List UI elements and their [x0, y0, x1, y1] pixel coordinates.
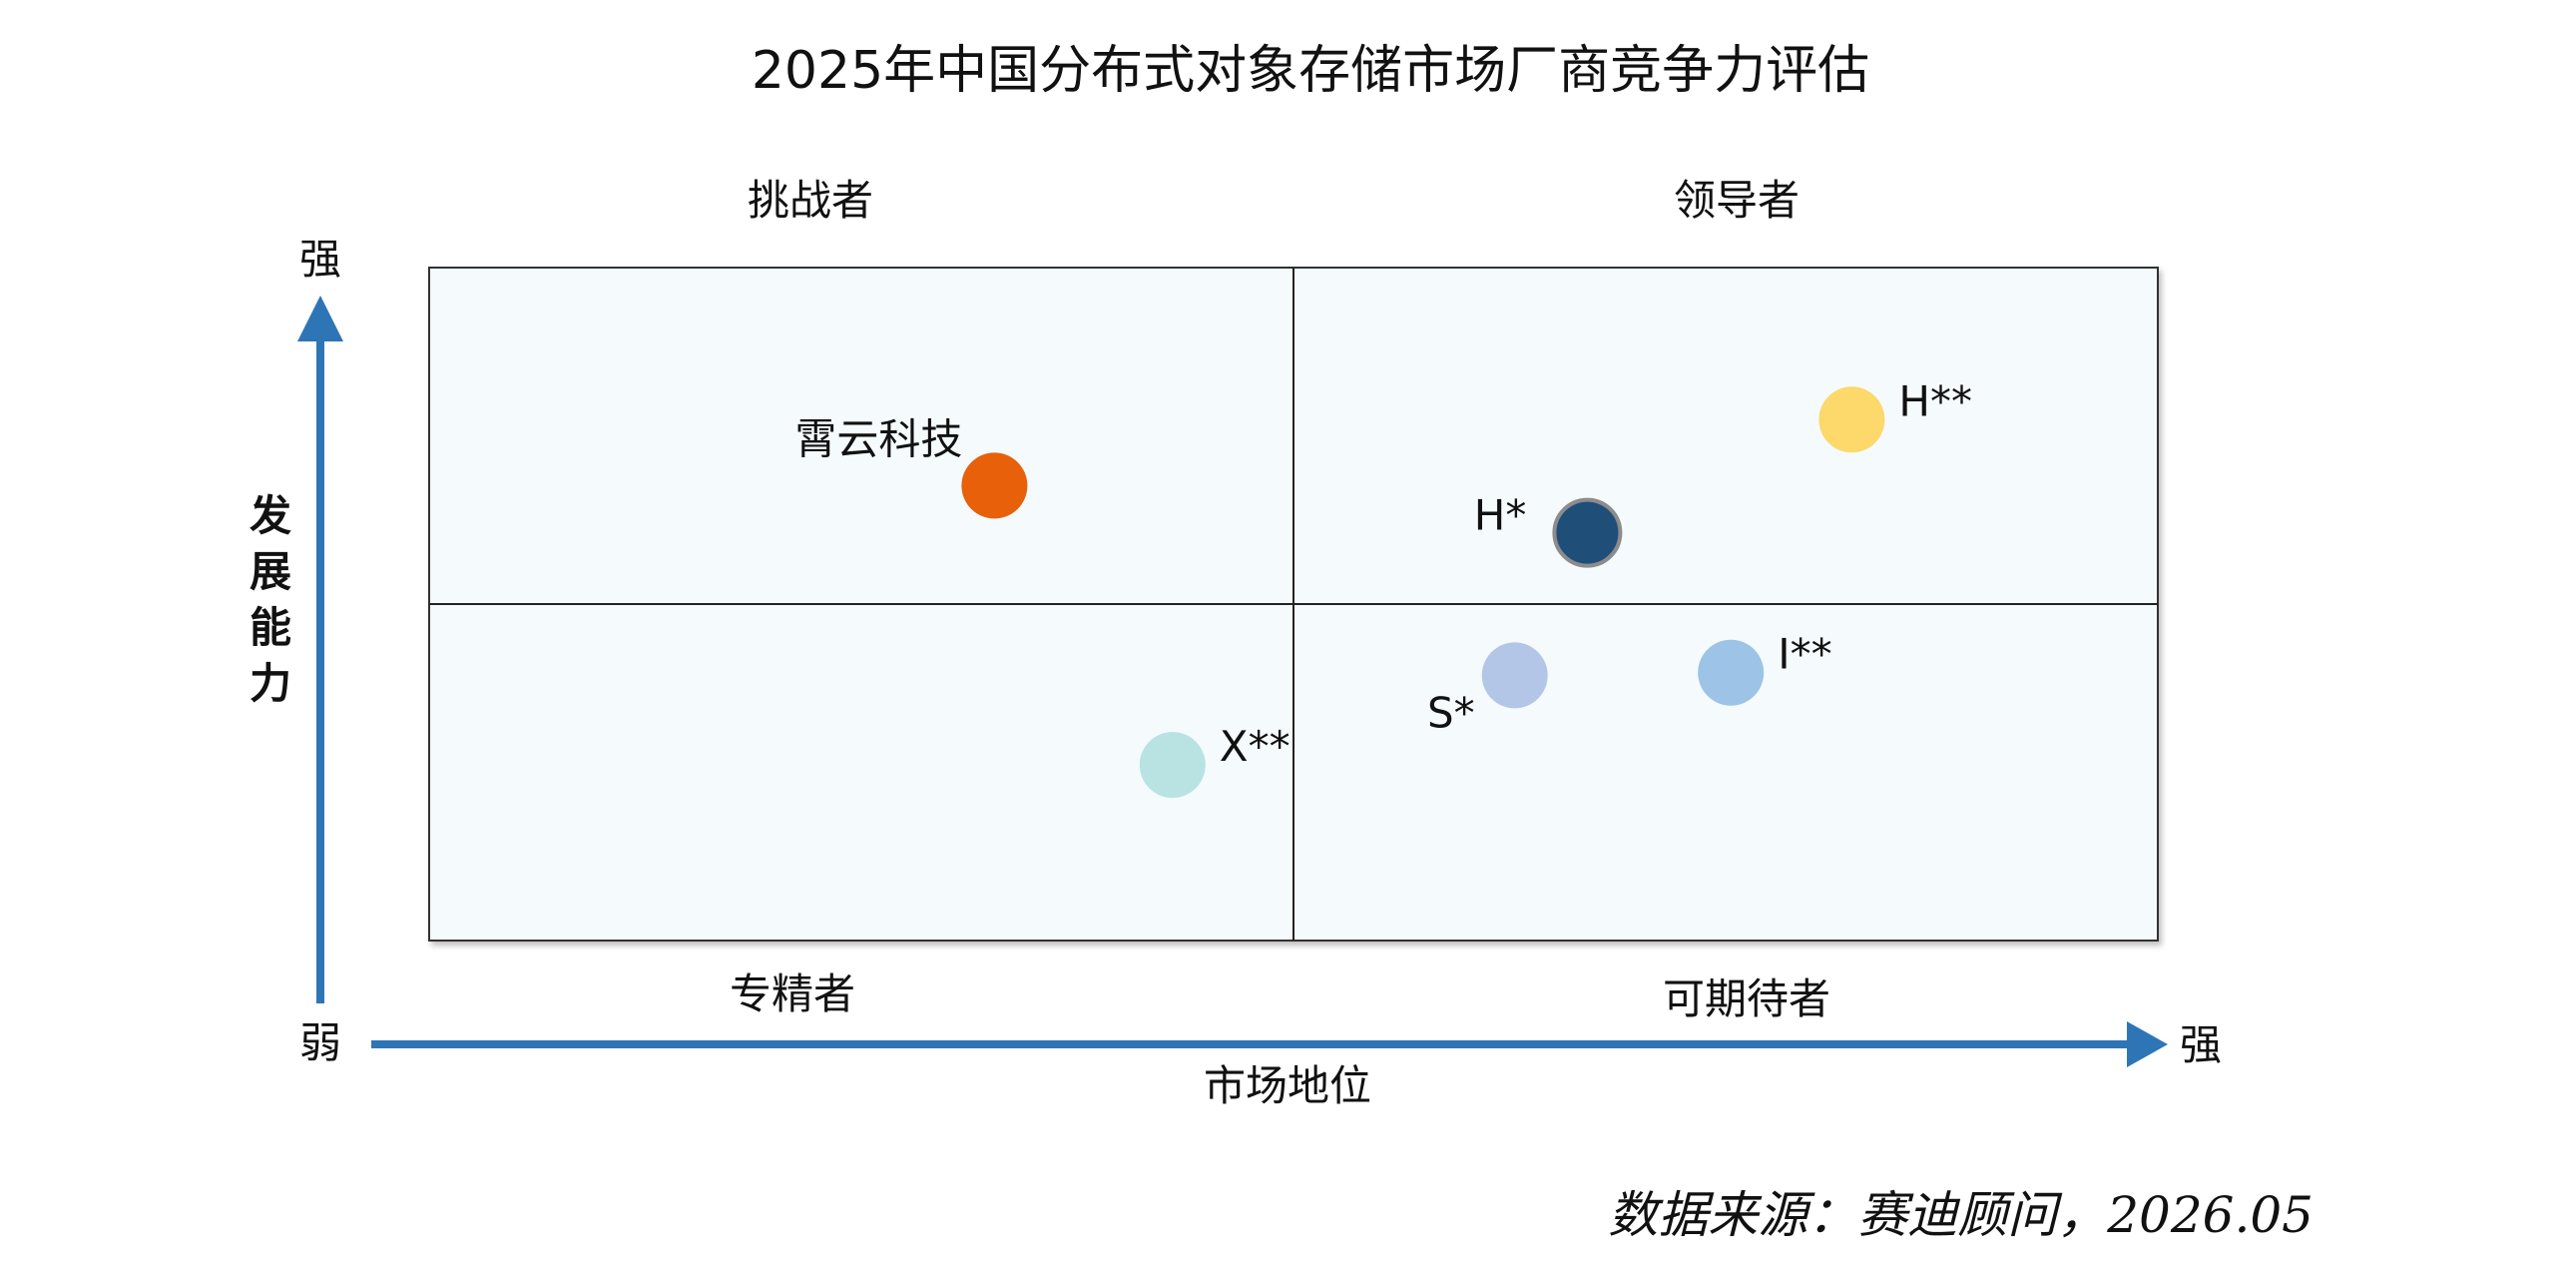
data-point-marker — [1481, 642, 1548, 709]
y-axis-label-char: 能 — [250, 603, 291, 652]
y-axis-label-char: 力 — [250, 659, 291, 708]
data-point-label: X** — [1220, 722, 1290, 771]
y-axis-label-char: 展 — [250, 547, 291, 596]
data-point-label: H** — [1898, 376, 1972, 425]
data-point-label: H* — [1474, 491, 1527, 540]
data-points: 霄云科技 H** H* S* I** X** — [794, 376, 1972, 799]
quadrant-label-specialist: 专精者 — [730, 969, 855, 1018]
source-note: 数据来源：赛迪顾问，2026.05 — [1608, 1186, 2314, 1244]
y-axis-label-char: 发 — [250, 491, 291, 540]
data-point-label: S* — [1427, 688, 1475, 737]
data-point-marker — [1698, 639, 1765, 706]
x-axis-strong-label: 强 — [2180, 1020, 2222, 1069]
data-point-marker — [1818, 386, 1885, 453]
data-point-marker — [961, 452, 1028, 519]
quadrant-label-challenger: 挑战者 — [748, 176, 873, 225]
x-axis-label: 市场地位 — [1204, 1061, 1371, 1110]
data-point-marker — [1552, 497, 1623, 568]
x-axis-arrowhead-icon — [2127, 1021, 2168, 1067]
y-axis-strong-label: 强 — [299, 235, 341, 284]
plot-area — [428, 267, 2159, 942]
y-axis-arrowhead-icon — [297, 296, 343, 341]
axis-weak-label: 弱 — [299, 1018, 341, 1067]
quadrant-label-promising: 可期待者 — [1663, 974, 1830, 1023]
data-point-label: 霄云科技 — [794, 414, 962, 463]
data-point-label: I** — [1778, 630, 1831, 679]
x-axis: 弱 强 市场地位 — [299, 1018, 2222, 1110]
chart-title: 2025年中国分布式对象存储市场厂商竞争力评估 — [752, 41, 1869, 101]
data-point-marker — [1139, 732, 1206, 799]
quadrant-label-leader: 领导者 — [1674, 176, 1800, 225]
